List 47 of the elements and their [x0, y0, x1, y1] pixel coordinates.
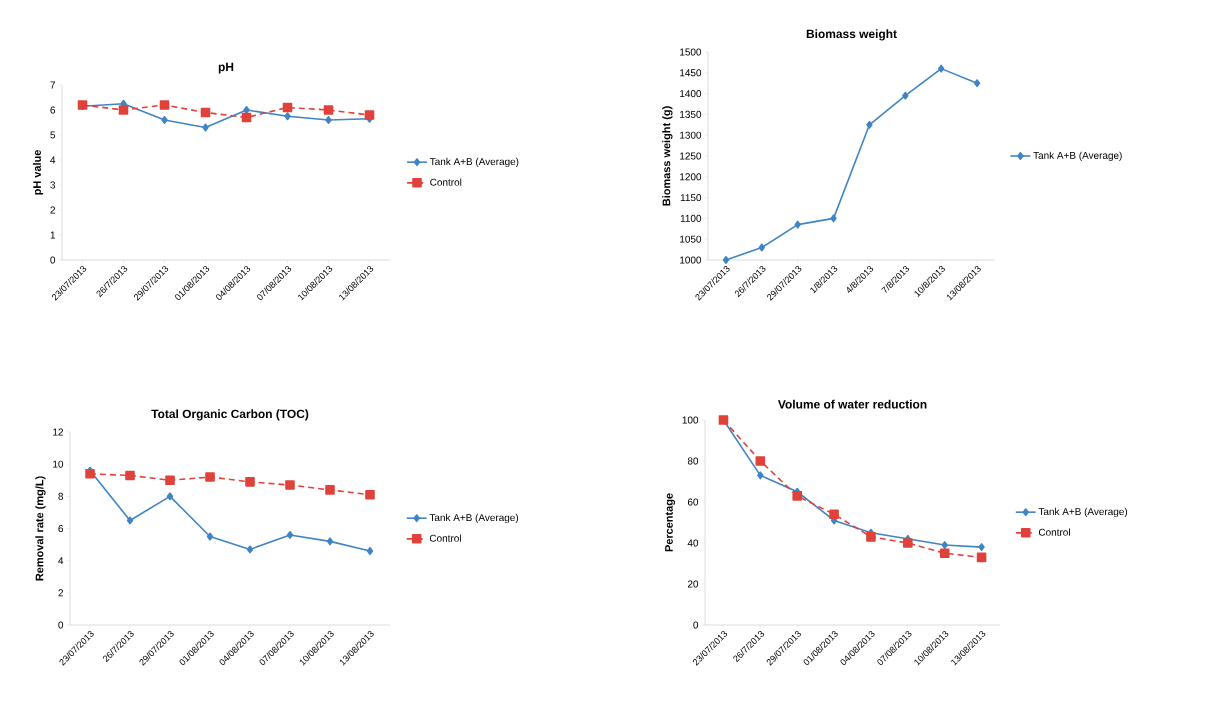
y-tick-label: 100 [682, 416, 699, 424]
y-axis-title: Percentage [665, 493, 676, 552]
y-tick-label: 6 [58, 524, 64, 533]
y-tick-label: 40 [687, 539, 699, 547]
y-tick-label: 1500 [680, 48, 702, 56]
legend-label: Tank A+B (Average) [429, 513, 519, 524]
chart-title: Biomass weight [806, 29, 897, 41]
legend-label: Control [429, 534, 461, 542]
chart-title: Volume of water reduction [777, 399, 927, 409]
y-tick-label: 1450 [680, 69, 702, 77]
y-tick-label: 20 [687, 580, 699, 588]
y-tick-label: 1300 [680, 131, 702, 139]
y-tick-label: 1400 [680, 90, 702, 98]
y-tick-label: 3 [50, 181, 56, 189]
y-tick-label: 2 [58, 589, 63, 597]
y-tick-label: 1000 [680, 256, 702, 264]
y-tick-label: 0 [58, 621, 64, 629]
legend-label: Tank A+B (Average) [1033, 151, 1122, 161]
y-tick-label: 1050 [680, 235, 702, 243]
y-axis-title: pH value [32, 150, 44, 195]
y-tick-label: 1 [50, 231, 56, 239]
legend-label: Tank A+B (Average) [1038, 507, 1128, 518]
chart-title: pH [218, 62, 234, 74]
legend-label: Control [430, 178, 462, 186]
y-tick-label: 60 [687, 498, 699, 506]
y-tick-label: 4 [50, 156, 56, 164]
y-tick-label: 1350 [680, 110, 702, 118]
y-tick-label: 4 [58, 557, 64, 565]
legend-label: Control [1038, 528, 1070, 536]
y-tick-label: 5 [50, 131, 56, 139]
y-tick-label: 6 [50, 106, 56, 114]
y-tick-label: 2 [50, 206, 55, 214]
y-tick-label: 0 [50, 256, 56, 264]
y-tick-label: 1150 [680, 194, 702, 202]
y-tick-label: 1200 [680, 173, 702, 181]
y-tick-label: 10 [53, 460, 64, 468]
y-tick-label: 1100 [680, 214, 702, 222]
y-tick-label: 8 [58, 492, 64, 500]
y-axis-title: Biomass weight (g) [662, 106, 673, 206]
y-tick-label: 7 [50, 81, 55, 89]
y-tick-label: 0 [693, 621, 699, 629]
y-tick-label: 12 [53, 428, 63, 436]
y-tick-label: 1250 [680, 152, 702, 160]
y-tick-label: 80 [687, 457, 699, 465]
chart-title: Total Organic Carbon (TOC) [151, 409, 309, 421]
legend-label: Tank A+B (Average) [429, 157, 519, 168]
y-axis-title: Removal rate (mg/L) [35, 476, 46, 581]
